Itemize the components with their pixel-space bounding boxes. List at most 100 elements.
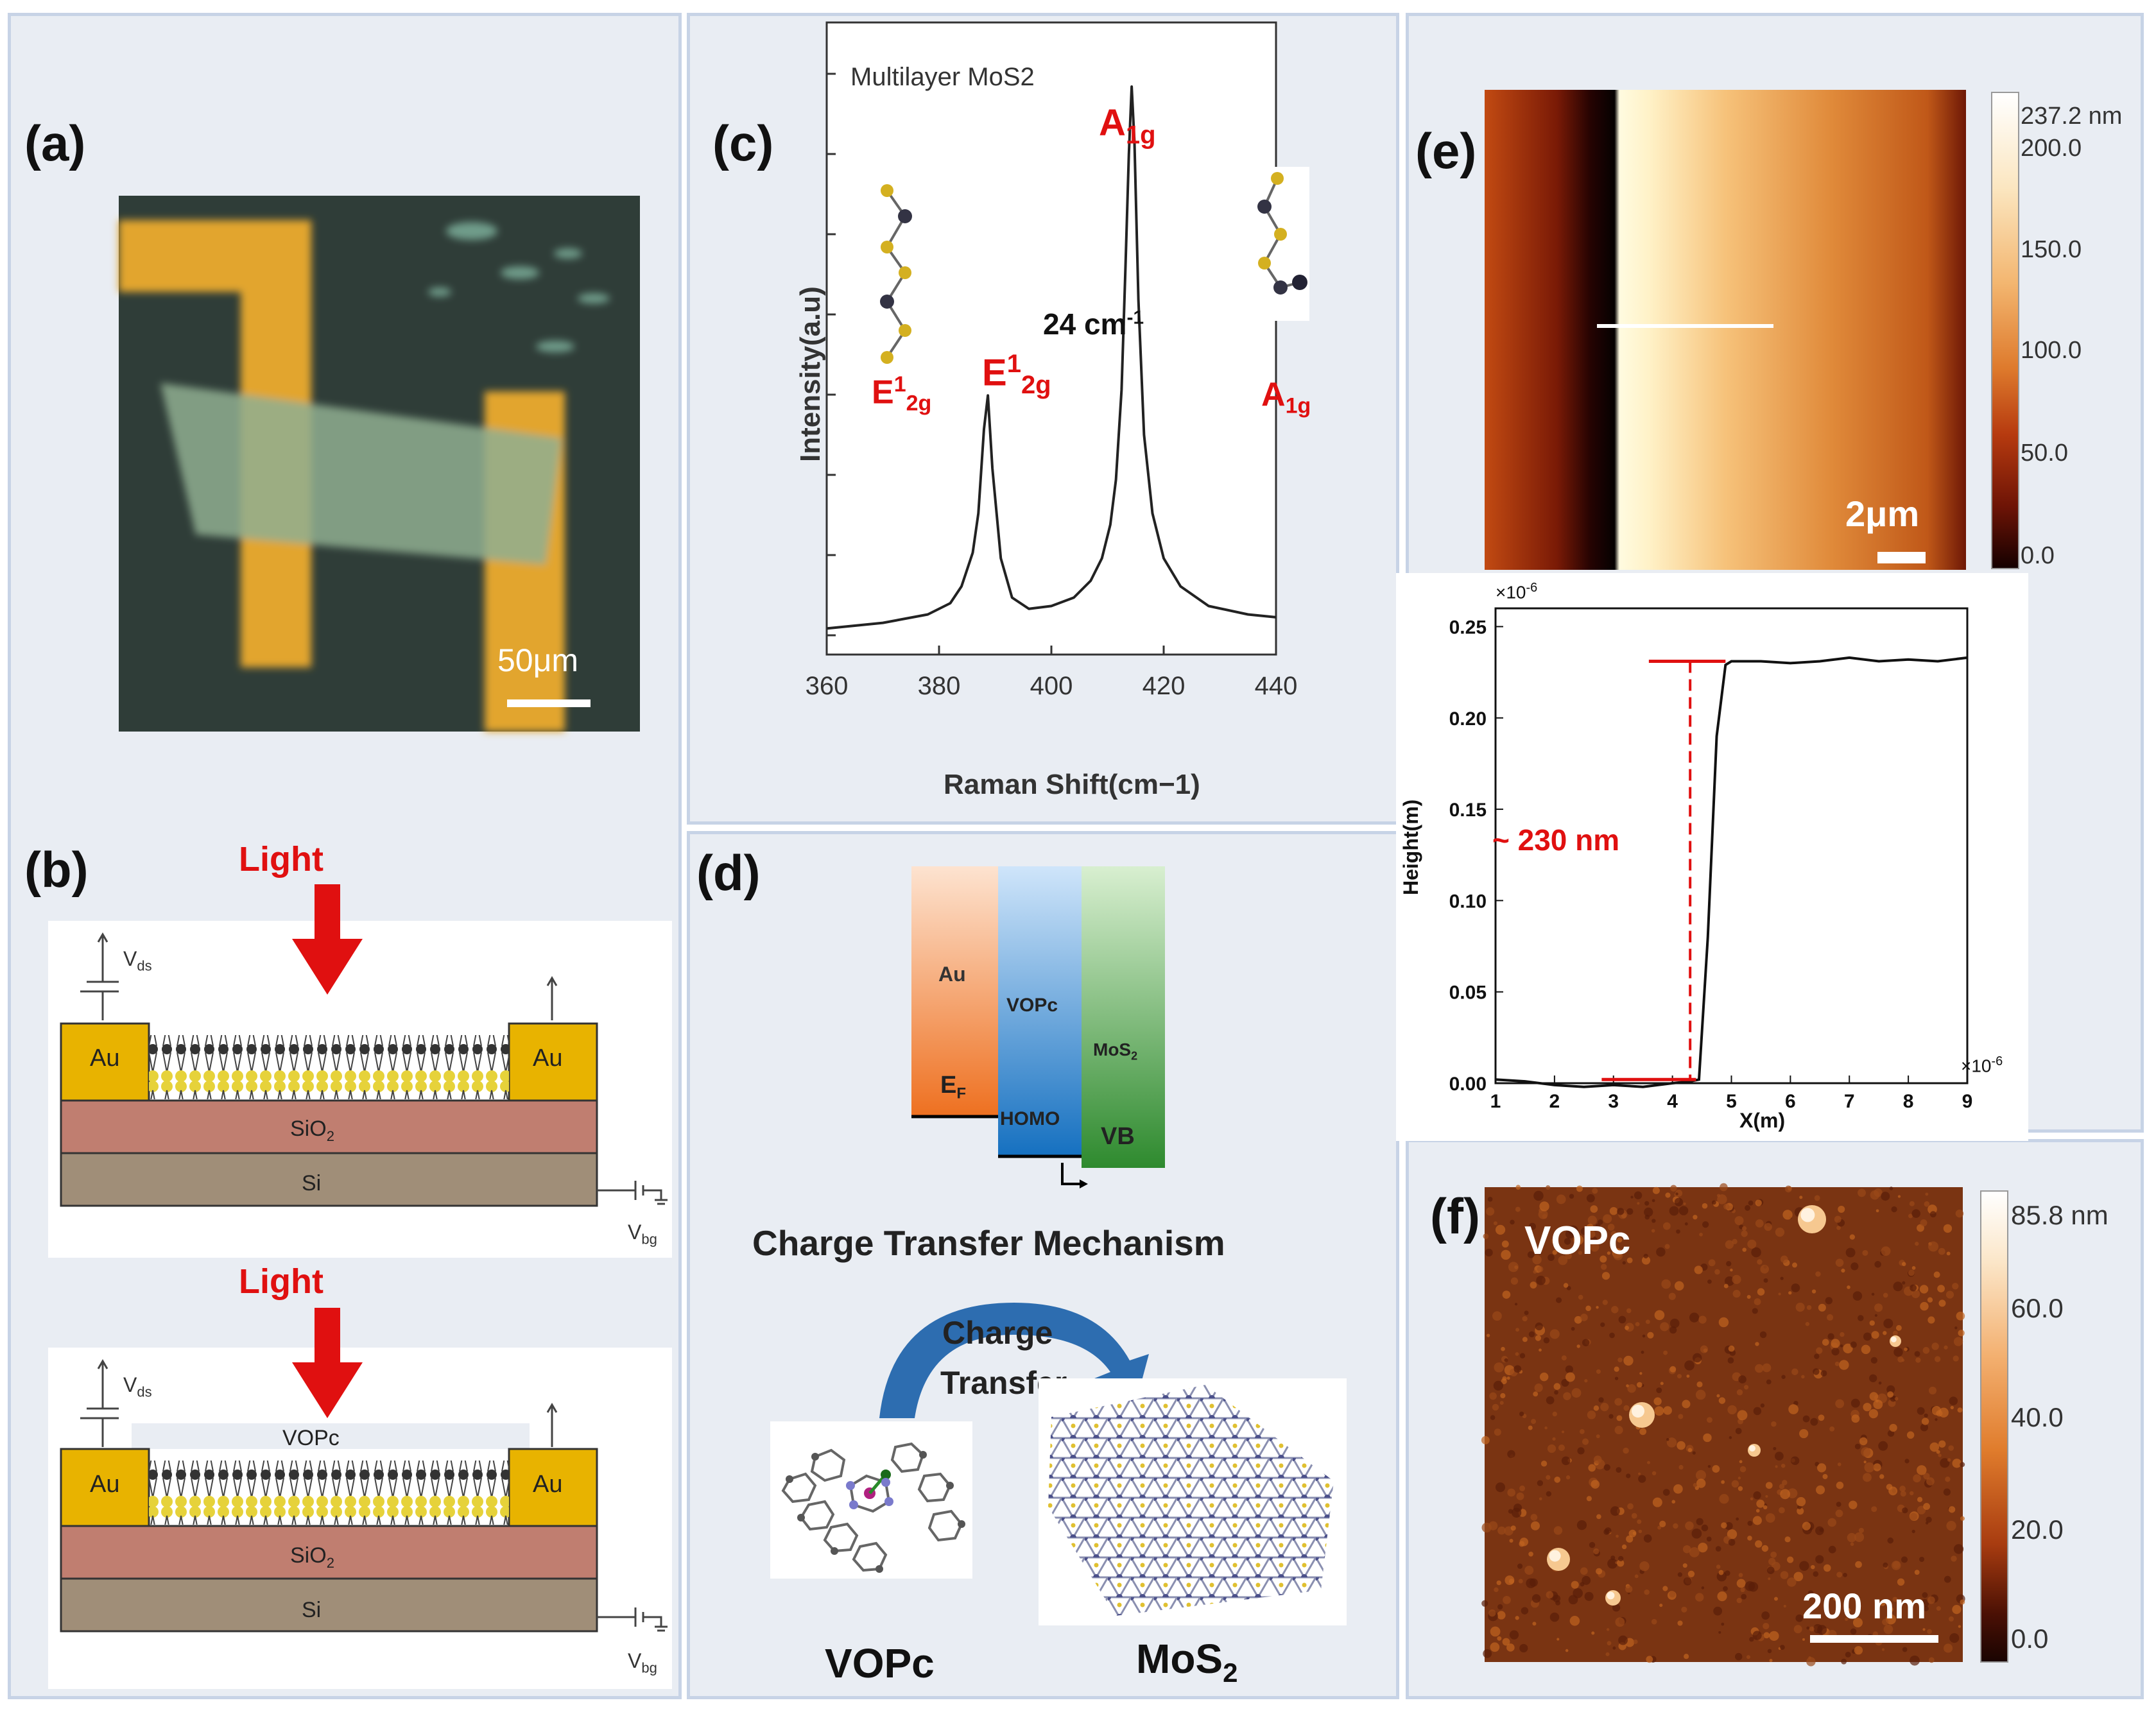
- a1g-mode-label: A1g: [1261, 376, 1311, 418]
- colorbar-e: [1991, 92, 2019, 569]
- profile-x-exponent: ×10-6: [1961, 1054, 2003, 1076]
- si-label-2: Si: [302, 1598, 322, 1622]
- light-arrow-icon: [292, 884, 363, 995]
- scale-bar-e: [1877, 552, 1926, 563]
- profile-ylabel: Height(m): [1399, 799, 1422, 895]
- raman-chart: 360 380 400 420 440: [806, 21, 1298, 700]
- scale-bar-a: [507, 699, 591, 707]
- charge-transfer-label-1: Charge: [942, 1315, 1053, 1351]
- colorbar-e-tick: 150.0: [2021, 236, 2082, 263]
- afm-f-label: VOPc: [1524, 1219, 1631, 1263]
- raman-x-tick-label: 440: [1255, 672, 1298, 700]
- profile-y-tick-label: 0.20: [1449, 708, 1487, 730]
- au-label-2-left: Au: [90, 1471, 120, 1498]
- profile-line: [1495, 656, 1968, 1088]
- raman-x-tick-label: 420: [1143, 672, 1186, 700]
- mos2-lattice-label: MoS2: [1136, 1636, 1238, 1688]
- mos2-lattice-icon: [1039, 1378, 1347, 1625]
- charge-transfer-arrow-icon: [879, 1303, 1149, 1418]
- raman-spectrum-line: [826, 85, 1277, 630]
- sio2-label-2: SiO2: [290, 1543, 334, 1571]
- afm-height-map: [1485, 90, 1966, 570]
- afm-f-cluster-highlight: [1800, 1208, 1815, 1222]
- colorbar-f-tick: 0.0: [2011, 1624, 2049, 1654]
- profile-y-tick-label: 0.15: [1449, 800, 1487, 821]
- vds-label-2: Vds: [123, 1373, 152, 1400]
- sio2-label-1: SiO2: [290, 1117, 334, 1144]
- vbg-label-1: Vbg: [628, 1221, 657, 1247]
- colorbar-e-tick: 0.0: [2021, 542, 2055, 569]
- scale-bar-label-a: 50μm: [497, 642, 579, 678]
- scale-bar-f: [1810, 1635, 1938, 1643]
- vopc-layer: [132, 1423, 530, 1449]
- band-au-label: Au: [938, 963, 966, 986]
- device-micrograph: [119, 196, 640, 732]
- mos2-layer-diagram-2: [60, 1448, 598, 1633]
- a1g-peak-label: A1g: [1099, 102, 1156, 150]
- colorbar-e-tick: 200.0: [2021, 135, 2082, 162]
- vopc-molecule-icon: [770, 1421, 972, 1579]
- profile-y-tick-label: 0.25: [1449, 617, 1487, 638]
- mos2-layer-diagram-1: [60, 1022, 598, 1207]
- vds-label-1: Vds: [123, 947, 152, 974]
- right-terminal-icon: [546, 1403, 558, 1447]
- height-profile-chart: 1 2 3 4 5 6 7 8 9 0.00 0.05 0.10 0.15 0.20 0.25: [1449, 607, 1972, 1112]
- profile-y-tick-label: 0.10: [1449, 891, 1487, 912]
- afm-f-grains: [1481, 1183, 1965, 1667]
- au-label-1-left: Au: [90, 1045, 120, 1072]
- colorbar-f: [1980, 1190, 2008, 1663]
- afm-f-cluster-highlight: [1632, 1405, 1644, 1418]
- profile-y-tick-label: 0.05: [1449, 982, 1487, 1004]
- panel-label-a: (a): [24, 115, 86, 171]
- panel-label-f: (f): [1430, 1188, 1480, 1244]
- colorbar-f-tick: 40.0: [2011, 1402, 2064, 1432]
- colorbar-e-tick: 50.0: [2021, 440, 2068, 467]
- afm-f-cluster-highlight: [1549, 1550, 1561, 1562]
- afm-f-background: [1485, 1187, 1963, 1662]
- colorbar-f-tick: 60.0: [2011, 1293, 2064, 1323]
- panel-label-d: (d): [696, 844, 761, 901]
- raman-x-tick-label: 380: [918, 672, 961, 700]
- afm-vopc-map: [1481, 1183, 1965, 1667]
- au-label-1-right: Au: [533, 1045, 563, 1072]
- profile-x-tick-label: 6: [1785, 1091, 1796, 1112]
- band-ef-label: EF: [940, 1072, 967, 1102]
- band-homo-label: HOMO: [1000, 1108, 1060, 1129]
- afm-f-cluster-highlight: [1890, 1336, 1897, 1342]
- profile-xlabel: X(m): [1739, 1109, 1786, 1132]
- profile-x-tick-label: 7: [1844, 1091, 1855, 1112]
- profile-x-tick-label: 8: [1903, 1091, 1914, 1112]
- scale-bar-label-e: 2μm: [1845, 493, 1920, 534]
- band-vb-label: VB: [1101, 1123, 1135, 1150]
- peak-shift-label: 24 cm-1: [1043, 307, 1144, 341]
- e2g-mode-label: E12g: [872, 372, 932, 416]
- colorbar-f-top-label: 85.8 nm: [2011, 1200, 2109, 1230]
- afm-f-cluster-highlight: [1749, 1445, 1755, 1452]
- panel-label-c: (c): [712, 115, 774, 171]
- au-label-2-right: Au: [533, 1471, 563, 1498]
- profile-x-tick-label: 2: [1549, 1091, 1560, 1112]
- light-arrow-icon: [292, 1308, 363, 1418]
- vbg-ground-icon: [597, 1181, 668, 1205]
- profile-x-tick-label: 3: [1608, 1091, 1619, 1112]
- panel-label-b: (b): [24, 841, 89, 898]
- profile-x-tick-label: 1: [1490, 1091, 1501, 1112]
- raman-ylabel: Intensity(a.u): [795, 286, 826, 462]
- raman-x-tick-label: 360: [806, 672, 849, 700]
- si-label-1: Si: [302, 1171, 322, 1196]
- profile-x-tick-label: 4: [1667, 1091, 1678, 1112]
- raman-xlabel: Raman Shift(cm−1): [944, 769, 1200, 800]
- light-label-2: Light: [239, 1262, 323, 1301]
- vds-terminal-icon: [80, 1359, 119, 1447]
- colorbar-f-tick: 20.0: [2011, 1514, 2064, 1545]
- panel-label-e: (e): [1415, 123, 1477, 179]
- vbg-label-2: Vbg: [628, 1649, 657, 1676]
- vbg-ground-icon: [597, 1607, 668, 1632]
- light-label-1: Light: [239, 840, 323, 878]
- band-diagram: [911, 866, 1165, 1188]
- mechanism-title: Charge Transfer Mechanism: [752, 1223, 1225, 1263]
- band-vopc-label: VOPc: [1006, 995, 1058, 1016]
- profile-x-tick-label: 5: [1726, 1091, 1737, 1112]
- e2g-peak-label: E12g: [982, 350, 1051, 399]
